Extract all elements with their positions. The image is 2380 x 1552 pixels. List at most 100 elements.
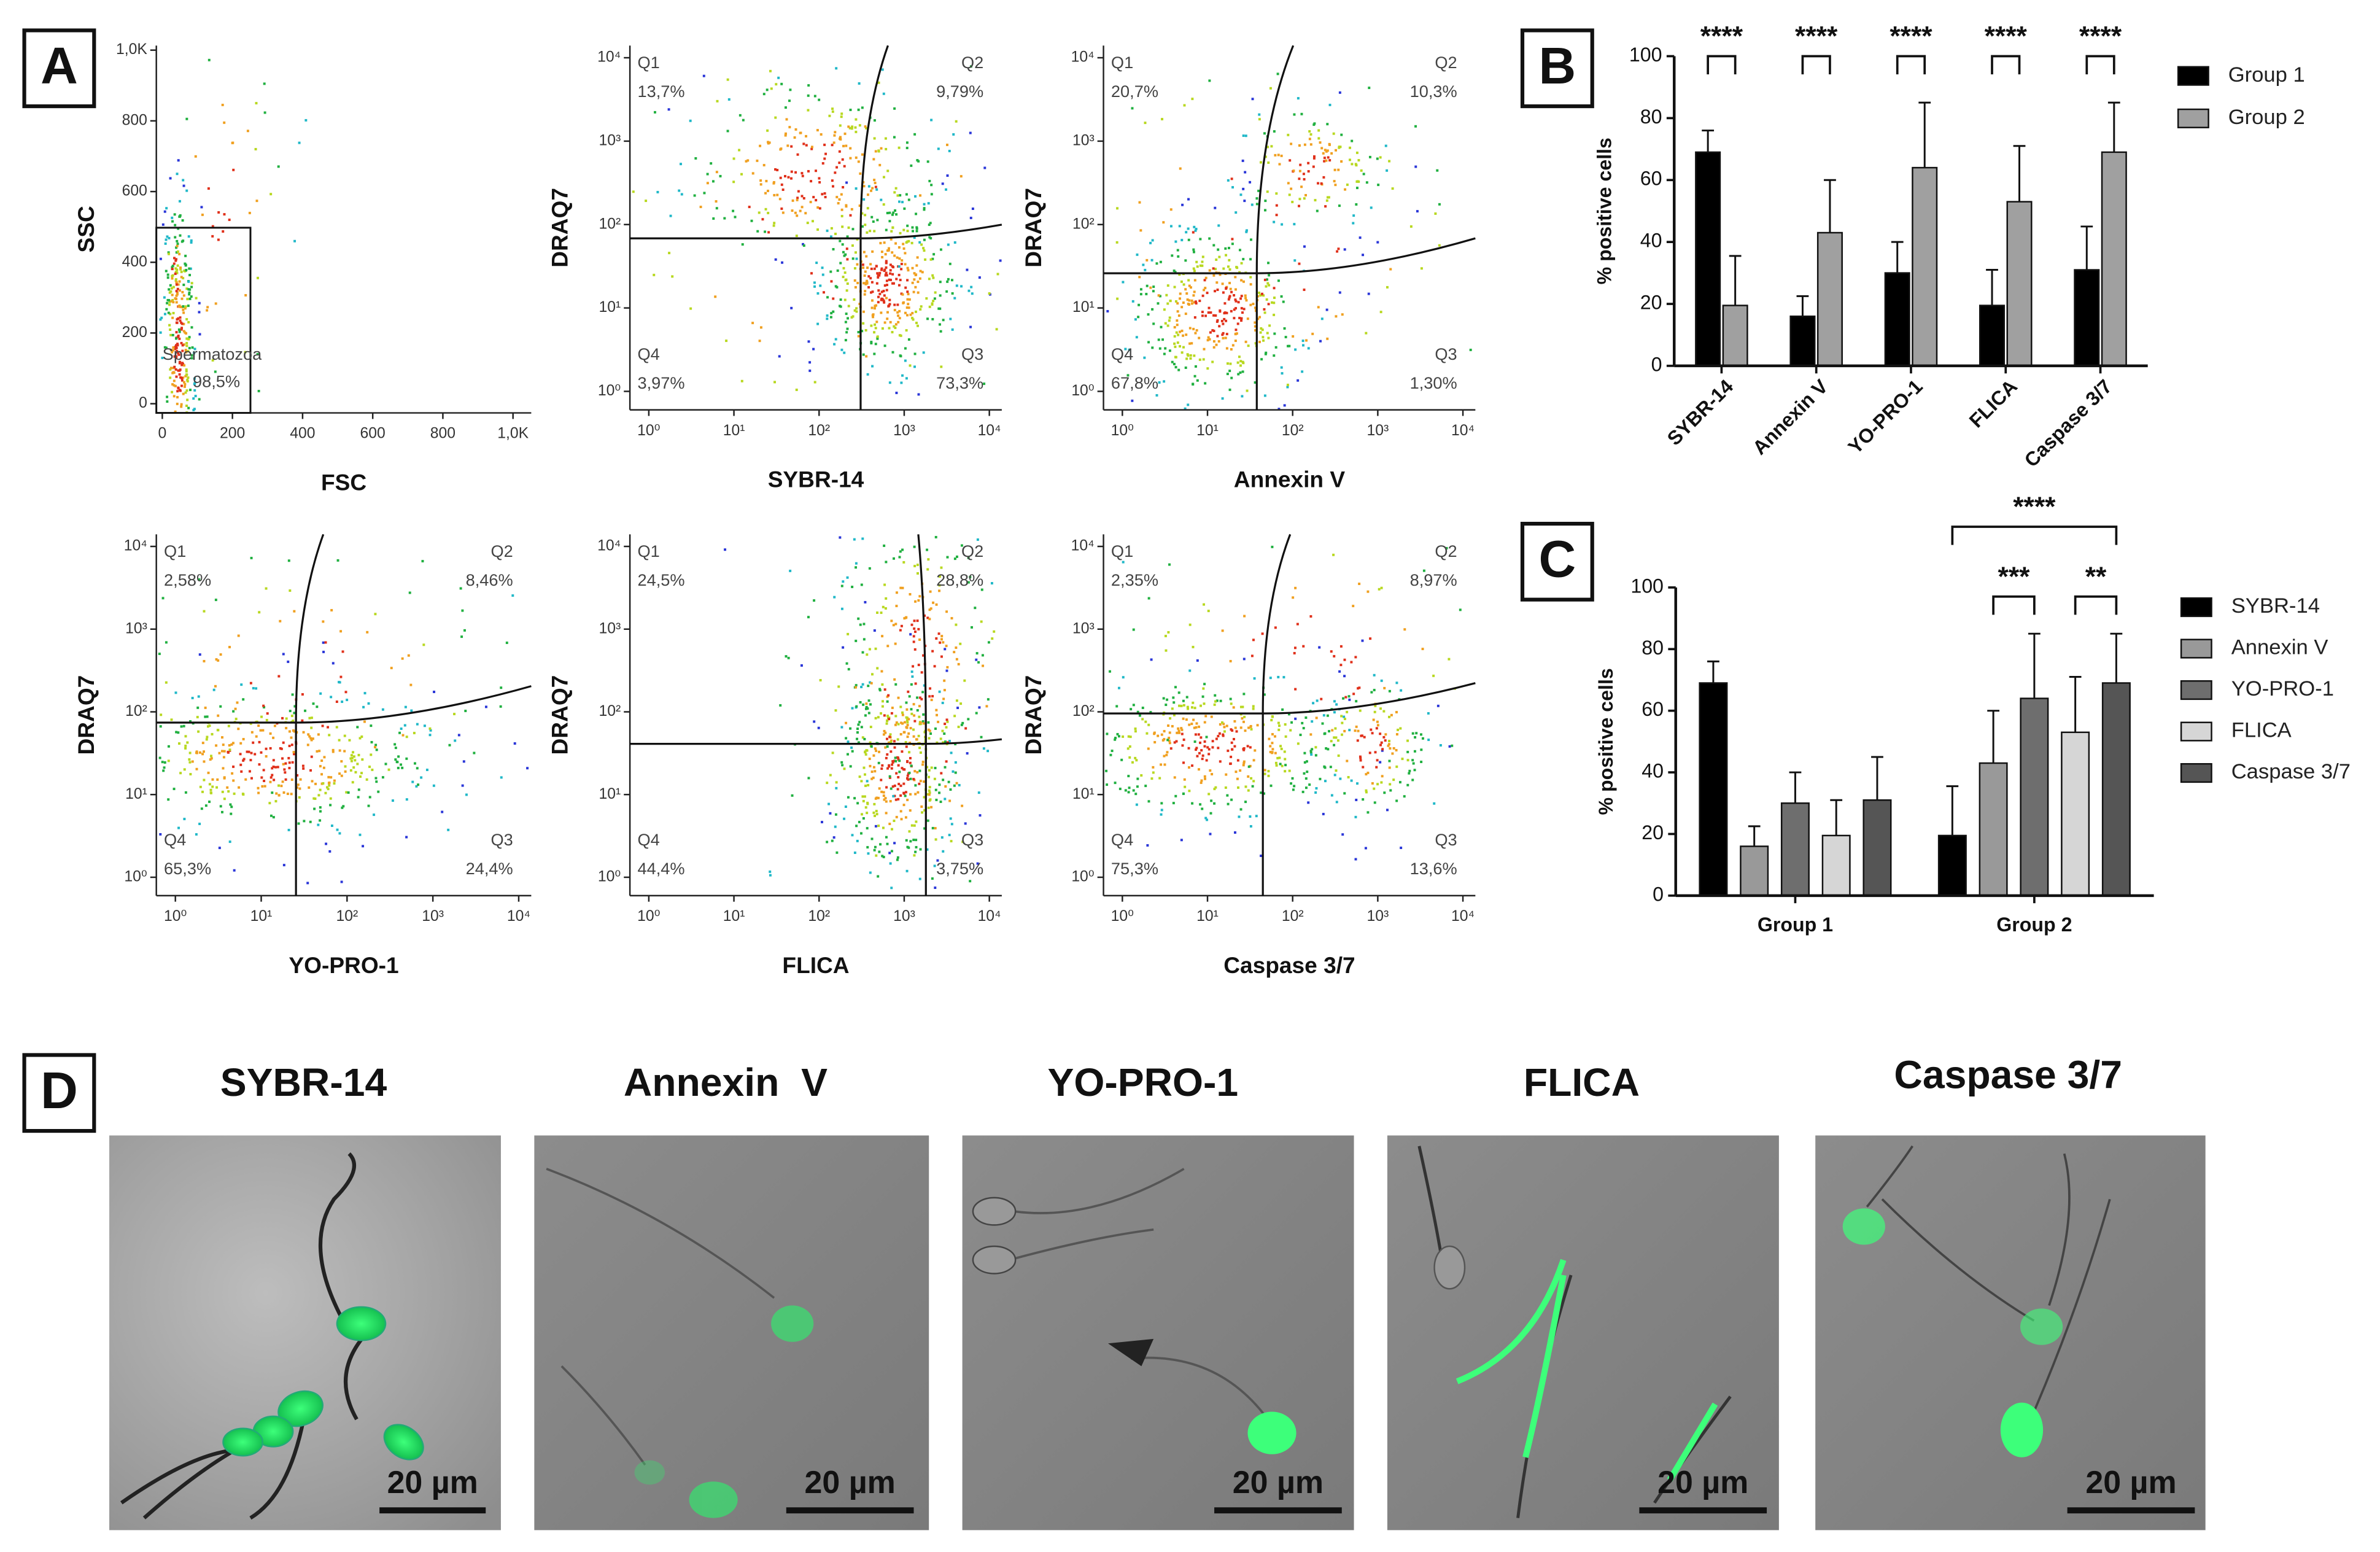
event <box>1132 704 1135 707</box>
event <box>840 193 843 196</box>
event <box>883 301 886 304</box>
event <box>1142 263 1145 266</box>
event <box>198 578 201 581</box>
event <box>1254 325 1257 328</box>
event <box>865 702 868 705</box>
event <box>764 230 767 233</box>
event <box>941 729 944 732</box>
event <box>1354 815 1357 818</box>
event <box>187 338 190 341</box>
event <box>1207 610 1210 613</box>
event <box>413 732 416 734</box>
event <box>1281 372 1284 375</box>
event <box>949 817 952 820</box>
event <box>893 309 896 312</box>
x-tick-label: 400 <box>290 425 315 442</box>
event <box>889 320 892 324</box>
event <box>864 751 867 754</box>
event <box>193 382 196 386</box>
event <box>919 780 922 783</box>
event <box>1111 750 1114 753</box>
event <box>346 699 349 702</box>
event <box>851 244 854 247</box>
event <box>169 367 172 370</box>
event <box>1202 358 1205 361</box>
event <box>885 812 888 815</box>
event <box>897 783 901 786</box>
event <box>1258 113 1261 116</box>
event <box>1408 769 1411 772</box>
gate-line <box>630 223 1002 239</box>
event <box>1309 133 1312 136</box>
event <box>1305 339 1308 342</box>
event <box>1256 295 1259 298</box>
event <box>995 328 998 331</box>
event <box>182 277 185 280</box>
quadrant-name: Q4 <box>637 830 659 849</box>
event <box>239 753 242 756</box>
event <box>976 862 979 865</box>
event <box>218 847 221 850</box>
event <box>1250 654 1254 658</box>
event <box>1283 327 1286 330</box>
event <box>738 114 742 117</box>
event <box>1278 163 1281 166</box>
event <box>1182 738 1185 741</box>
quadrant-name: Q1 <box>1111 541 1133 561</box>
event <box>1271 545 1274 548</box>
legend-swatch <box>2180 597 2212 618</box>
event <box>1213 703 1216 706</box>
event <box>1201 311 1204 314</box>
event <box>1332 132 1335 135</box>
event <box>942 641 945 644</box>
event <box>1218 325 1221 328</box>
event <box>832 297 835 300</box>
event <box>281 716 284 720</box>
event <box>906 777 909 780</box>
event <box>172 788 176 791</box>
event <box>1280 295 1283 298</box>
event <box>885 271 888 274</box>
event <box>1382 735 1386 739</box>
event <box>1436 169 1439 172</box>
event <box>887 305 890 308</box>
event <box>913 278 916 281</box>
x-tick-label: 10¹ <box>1196 908 1219 925</box>
event <box>185 268 188 271</box>
event <box>1235 211 1238 214</box>
event <box>893 282 895 285</box>
event <box>836 269 839 272</box>
event <box>1190 723 1193 726</box>
event <box>832 141 835 144</box>
event <box>1283 404 1286 407</box>
event <box>182 343 185 346</box>
event <box>1368 155 1371 158</box>
event <box>232 779 235 782</box>
event <box>1201 314 1204 317</box>
event <box>1309 750 1312 753</box>
event <box>169 312 172 316</box>
y-tick-label: 800 <box>122 112 147 128</box>
event <box>1124 347 1127 351</box>
event <box>1163 730 1166 733</box>
event <box>1243 200 1246 203</box>
event <box>944 785 947 788</box>
event <box>1306 770 1309 774</box>
event <box>942 319 945 322</box>
event <box>1203 702 1206 705</box>
event <box>176 264 179 267</box>
event <box>1335 736 1338 739</box>
event <box>1138 201 1141 204</box>
event <box>162 769 165 772</box>
event <box>1192 248 1195 251</box>
event <box>1355 151 1359 154</box>
event <box>942 741 945 744</box>
event <box>293 705 297 708</box>
event <box>882 92 885 95</box>
y-tick-label: 0 <box>139 395 147 411</box>
event <box>819 284 822 287</box>
event <box>189 773 192 776</box>
event <box>866 780 869 783</box>
event <box>845 204 848 207</box>
quadrant-percent: 2,58% <box>164 570 211 589</box>
